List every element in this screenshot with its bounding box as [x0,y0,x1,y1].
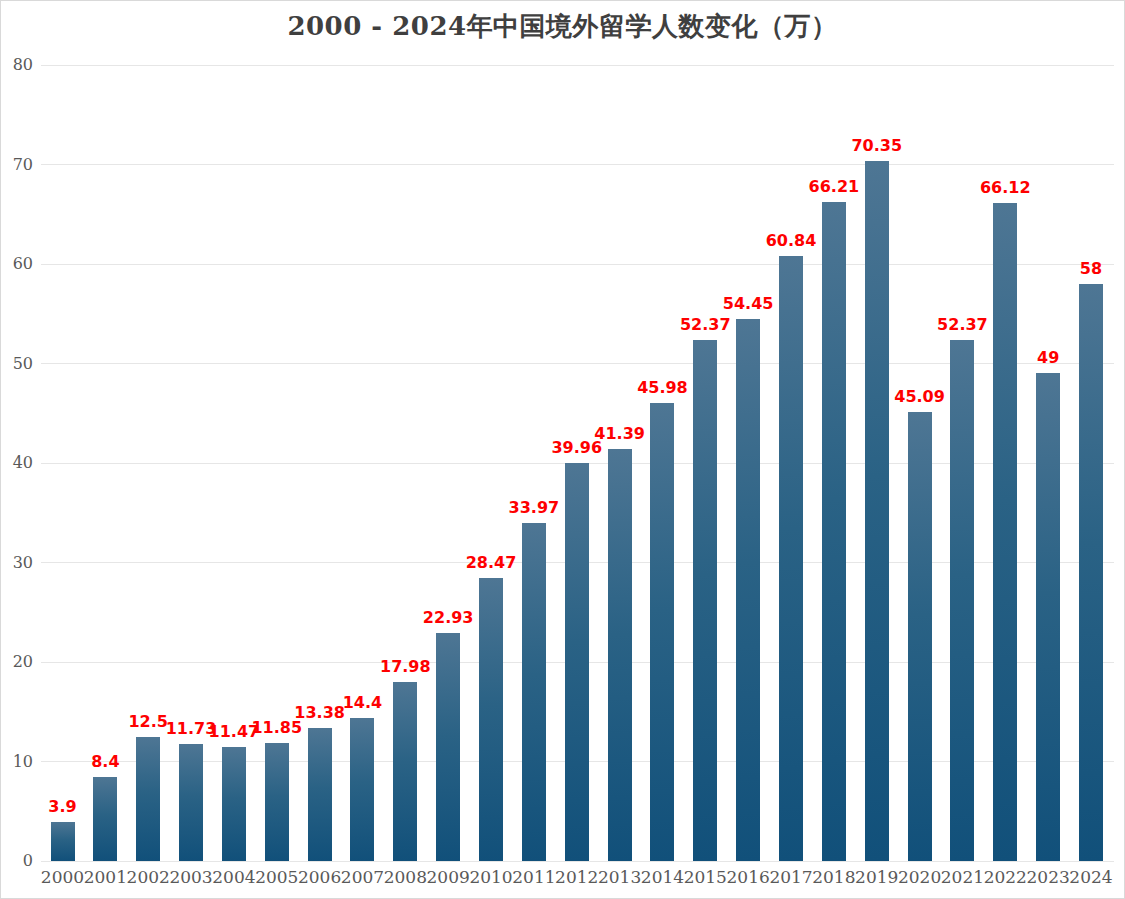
bar-2021 [950,340,974,861]
bar-2010 [479,578,503,861]
bar-2002 [136,737,160,861]
bar-value-label: 66.21 [798,177,870,197]
bar-value-label: 66.12 [969,178,1041,198]
bar-2022 [993,203,1017,861]
bar-2001 [93,777,117,861]
bar-2024 [1079,284,1103,861]
bar-value-label: 8.4 [69,752,141,772]
bar-2000 [51,822,75,861]
bar-2003 [179,744,203,861]
gridline-y-70 [41,164,1114,165]
bar-value-label: 52.37 [669,315,741,335]
bar-2015 [693,340,717,861]
y-axis-tick-label: 30 [1,553,33,573]
y-axis-tick-label: 80 [1,55,33,75]
plot-area: 010203040506070803.920008.4200112.520021… [1,1,1124,898]
bar-chart: 2000 - 2024年中国境外留学人数变化（万） 01020304050607… [0,0,1125,899]
y-axis-tick-label: 0 [1,851,33,871]
bar-2011 [522,523,546,861]
gridline-y-80 [41,65,1114,66]
bar-2016 [736,319,760,861]
bar-value-label: 45.09 [884,387,956,407]
y-axis-tick-label: 20 [1,652,33,672]
bar-2018 [822,202,846,861]
x-axis-tick-label: 2024 [1060,867,1122,887]
bar-2006 [308,728,332,861]
bar-value-label: 60.84 [755,231,827,251]
bar-2020 [908,412,932,861]
bar-value-label: 17.98 [369,657,441,677]
bar-value-label: 49 [1012,348,1084,368]
bar-value-label: 3.9 [27,797,99,817]
bar-2017 [779,256,803,861]
bar-2004 [222,747,246,861]
bar-2008 [393,682,417,861]
y-axis-tick-label: 50 [1,354,33,374]
bar-value-label: 28.47 [455,553,527,573]
bar-value-label: 54.45 [712,294,784,314]
bar-value-label: 45.98 [626,378,698,398]
bar-value-label: 70.35 [841,136,913,156]
y-axis-tick-label: 40 [1,453,33,473]
y-axis-tick-label: 60 [1,254,33,274]
bar-value-label: 41.39 [584,424,656,444]
bar-2009 [436,633,460,861]
bar-2013 [608,449,632,861]
bar-value-label: 58 [1055,259,1125,279]
bar-value-label: 33.97 [498,498,570,518]
bar-value-label: 22.93 [412,608,484,628]
bar-2019 [865,161,889,861]
bar-2007 [350,718,374,861]
y-axis-tick-label: 10 [1,752,33,772]
y-axis-tick-label: 70 [1,155,33,175]
bar-value-label: 14.4 [326,693,398,713]
bar-2023 [1036,373,1060,861]
bar-2014 [650,403,674,861]
bar-2005 [265,743,289,861]
bar-2012 [565,463,589,861]
gridline-y-60 [41,264,1114,265]
bar-value-label: 52.37 [926,315,998,335]
